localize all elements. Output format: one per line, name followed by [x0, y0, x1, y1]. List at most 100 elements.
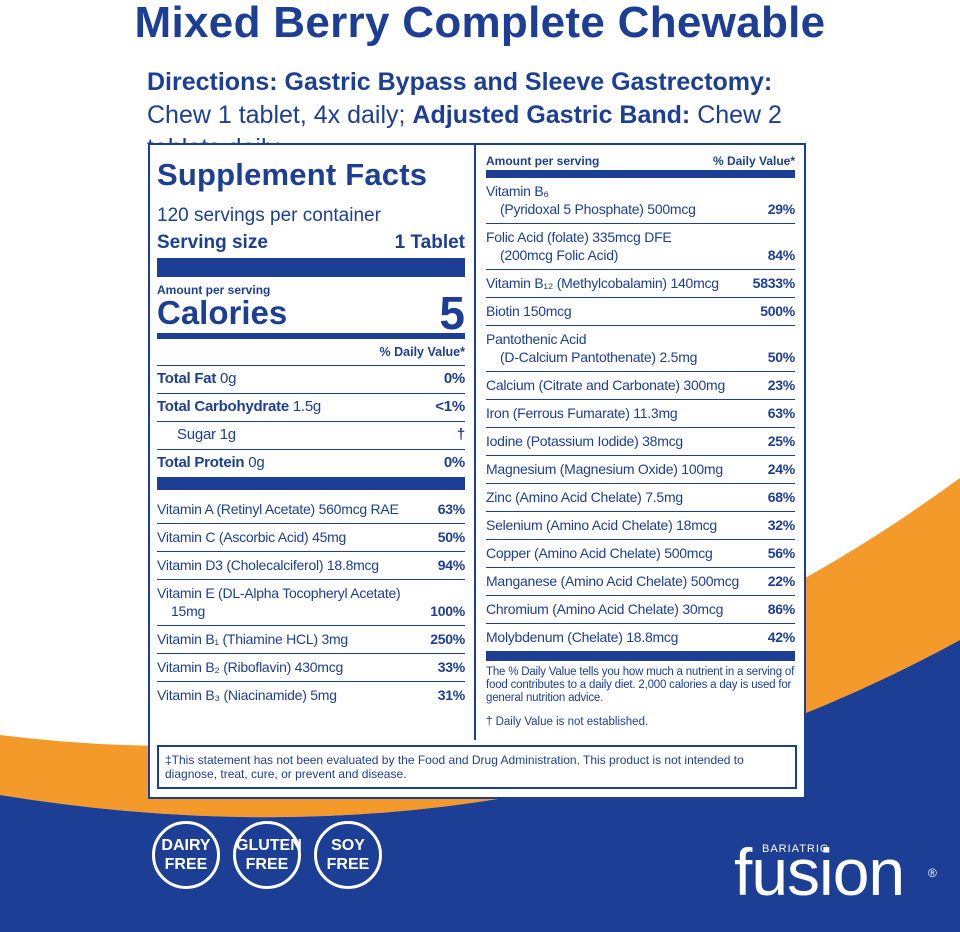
directions-bold: Adjusted Gastric Band: — [412, 101, 691, 129]
macro-dv: † — [456, 426, 465, 443]
nutrients-left: Vitamin A (Retinyl Acetate) 560mcg RAE 63… — [157, 496, 465, 709]
nutrient-name: Folic Acid (folate) 335mcg DFE (200mcg Fo… — [486, 228, 672, 264]
servings: 120 servings per container — [157, 205, 381, 226]
macro-dv: 0% — [443, 454, 465, 471]
nutrient-dv: 63% — [437, 501, 466, 517]
nutrient-line: Copper (Amino Acid Chelate) 500mcg — [486, 545, 713, 561]
nutrient-dv: 56% — [767, 545, 796, 561]
nutrient-line: Vitamin B₁₂ (Methylcobalamin) 140mcg — [486, 275, 719, 291]
nutrient-name: Vitamin D3 (Cholecalciferol) 18.8mcg — [157, 556, 379, 574]
nutrient-dv: 250% — [430, 631, 465, 647]
brand-name: fusion — [734, 835, 905, 909]
macro-name-group: Sugar 1g — [157, 426, 236, 444]
nutrient-dv: 31% — [437, 687, 466, 703]
macro-row: Total Protein 0g 0% — [157, 450, 465, 477]
nutrient-line: Manganese (Amino Acid Chelate) 500mcg — [486, 573, 740, 589]
nutrient-dv: 86% — [767, 601, 796, 617]
nutrient-name: Calcium (Citrate and Carbonate) 300mg — [486, 376, 725, 394]
facts-heading: Supplement Facts — [157, 157, 428, 192]
nutrient-dv: 22% — [767, 573, 796, 589]
nutrient-name: Selenium (Amino Acid Chelate) 18mcg — [486, 516, 717, 534]
nutrient-name: Iron (Ferrous Fumarate) 11.3mg — [486, 404, 678, 422]
rule — [157, 477, 465, 490]
nutrient-name: Vitamin B₁ (Thiamine HCL) 3mg — [157, 630, 348, 648]
calories-label: Calories — [157, 294, 288, 331]
macro-name: Total Protein — [157, 454, 245, 471]
calories-value: 5 — [439, 287, 465, 339]
nutrient-line: Chromium (Amino Acid Chelate) 30mcg — [486, 601, 724, 617]
nutrient-row: Iodine (Potassium Iodide) 38mcg 25% — [486, 428, 795, 456]
nutrient-dv: 32% — [767, 517, 796, 533]
nutrient-row: Vitamin A (Retinyl Acetate) 560mcg RAE 63… — [157, 496, 465, 524]
nutrient-row: Iron (Ferrous Fumarate) 11.3mg 63% — [486, 400, 795, 428]
nutrient-line: Vitamin B₁ (Thiamine HCL) 3mg — [157, 631, 348, 647]
badge: SOY FREE — [314, 821, 382, 889]
nutrient-row: Vitamin D3 (Cholecalciferol) 18.8mcg 94% — [157, 552, 465, 580]
nutrient-row: Manganese (Amino Acid Chelate) 500mcg 22% — [486, 568, 795, 596]
macro-row: Total Fat 0g 0% — [157, 366, 465, 394]
rule — [486, 170, 795, 178]
nutrient-line: Iron (Ferrous Fumarate) 11.3mg — [486, 405, 678, 421]
macros: Total Fat 0g 0% Total Carbohydrate 1.5g <1%… — [157, 366, 465, 477]
macro-dv: <1% — [435, 398, 465, 415]
badge-text: DAIRY — [161, 837, 211, 854]
nutrient-row: Selenium (Amino Acid Chelate) 18mcg 32% — [486, 512, 795, 540]
nutrient-row: Folic Acid (folate) 335mcg DFE (200mcg Fo… — [486, 224, 795, 270]
badge: DAIRY FREE — [152, 821, 220, 889]
nutrient-dv: 84% — [767, 247, 796, 263]
macro-row: Total Carbohydrate 1.5g <1% — [157, 394, 465, 422]
badge-text: FREE — [164, 856, 208, 873]
badge: GLUTEN FREE — [233, 821, 302, 889]
nutrient-dv: 50% — [767, 349, 796, 365]
nutrient-line: Molybdenum (Chelate) 18.8mcg — [486, 629, 679, 645]
nutrient-line: Vitamin A (Retinyl Acetate) 560mcg RAE — [157, 501, 399, 517]
nutrient-dv: 24% — [767, 461, 796, 477]
rule — [157, 333, 465, 339]
serving-size: Serving size 1 Tablet — [157, 228, 465, 258]
nutrient-name: Vitamin A (Retinyl Acetate) 560mcg RAE — [157, 500, 399, 518]
nutrient-dv: 5833% — [752, 275, 796, 291]
nutrient-row: Vitamin B₆ (Pyridoxal 5 Phosphate) 500mcg… — [486, 178, 795, 224]
dv-header: % Daily Value* — [712, 154, 795, 168]
nutrient-line: Pantothenic Acid — [486, 331, 587, 347]
nutrient-line: (Pyridoxal 5 Phosphate) 500mcg — [500, 201, 696, 217]
nutrient-name: Vitamin B₂ (Riboflavin) 430mcg — [157, 658, 343, 676]
calories: Calories 5 — [157, 287, 465, 339]
nutrient-line: Vitamin B₃ (Niacinamide) 5mg — [157, 687, 337, 703]
title: Mixed Berry Complete Chewable — [134, 0, 826, 47]
nutrient-name: Copper (Amino Acid Chelate) 500mcg — [486, 544, 713, 562]
macro-dv: 0% — [443, 370, 465, 387]
dagger-note: † Daily Value is not established. — [486, 716, 649, 728]
nutrient-row: Copper (Amino Acid Chelate) 500mcg 56% — [486, 540, 795, 568]
nutrient-name: Molybdenum (Chelate) 18.8mcg — [486, 628, 678, 646]
serving-size-label: Serving size — [157, 232, 268, 253]
amount-per-serving: Amount per serving — [157, 283, 271, 297]
disclaimer: ‡This statement has not been evaluated b… — [157, 745, 797, 789]
footnote: The % Daily Value tells you how much a n… — [486, 666, 795, 704]
macro-row: Sugar 1g † — [157, 422, 465, 450]
nutrient-row: Biotin 150mcg 500% — [486, 298, 795, 326]
nutrient-name: Iodine (Potassium Iodide) 38mcg — [486, 432, 683, 450]
nutrient-line: Iodine (Potassium Iodide) 38mcg — [486, 433, 683, 449]
nutrient-line: Calcium (Citrate and Carbonate) 300mg — [486, 377, 725, 393]
nutrient-name: Vitamin B₆ (Pyridoxal 5 Phosphate) 500mcg — [486, 182, 696, 218]
nutrient-line: Vitamin B₂ (Riboflavin) 430mcg — [157, 659, 343, 675]
nutrient-row: Pantothenic Acid (D-Calcium Pantothenate)… — [486, 326, 795, 372]
nutrient-row: Vitamin B₃ (Niacinamide) 5mg 31% — [157, 682, 465, 709]
nutrient-name: Vitamin B₁₂ (Methylcobalamin) 140mcg — [486, 274, 719, 292]
nutrient-row: Vitamin E (DL-Alpha Tocopheryl Acetate) 1… — [157, 580, 465, 626]
right-column: Amount per serving % Daily Value* Vitamin… — [486, 152, 795, 729]
nutrient-dv: 50% — [437, 529, 466, 545]
directions-text: Chew 1 tablet, 4x daily; — [147, 101, 413, 129]
nutrient-row: Chromium (Amino Acid Chelate) 30mcg 86% — [486, 596, 795, 624]
nutrient-name: Biotin 150mcg — [486, 302, 572, 320]
nutrient-row: Vitamin B₁₂ (Methylcobalamin) 140mcg 5833… — [486, 270, 795, 298]
nutrient-dv: 68% — [767, 489, 796, 505]
rule — [486, 651, 795, 661]
macro-amount: 1.5g — [288, 398, 322, 415]
nutrients-right: Vitamin B₆ (Pyridoxal 5 Phosphate) 500mcg… — [486, 178, 795, 651]
badge-text: GLUTEN — [236, 837, 302, 854]
nutrient-name: Magnesium (Magnesium Oxide) 100mg — [486, 460, 723, 478]
nutrient-name: Vitamin E (DL-Alpha Tocopheryl Acetate) 1… — [157, 584, 401, 620]
amount-header: Amount per serving — [486, 154, 600, 168]
